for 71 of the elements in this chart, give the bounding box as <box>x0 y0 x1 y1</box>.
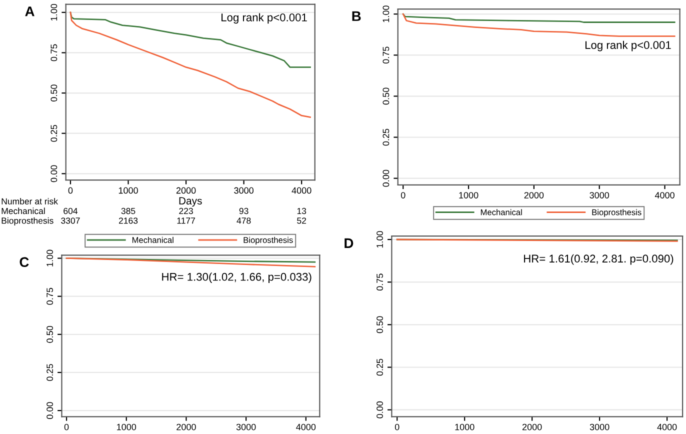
legend-label: Bioprosthesis <box>592 209 642 217</box>
text: 604 <box>64 208 78 214</box>
y-tick-label: 0.50 <box>382 88 390 105</box>
x-tick-label: 2000 <box>522 424 542 430</box>
y-tick-label: 0.25 <box>382 128 390 146</box>
chart-title: C <box>20 257 29 268</box>
x-tick-label: 2000 <box>524 192 544 198</box>
x-tick-label: 4000 <box>654 192 674 198</box>
text: 52 <box>297 218 306 224</box>
text: 3307 <box>61 218 80 224</box>
x-tick-label: 0 <box>394 424 400 430</box>
text: 223 <box>179 208 193 214</box>
y-tick-label: 0.00 <box>376 401 383 418</box>
text: 478 <box>236 218 251 224</box>
chart-title: D <box>344 238 354 248</box>
y-tick-label: 0.75 <box>46 288 54 305</box>
y-tick-label: 0.00 <box>46 402 54 419</box>
y-tick-label: 0.50 <box>50 84 58 102</box>
y-tick-label: 0.00 <box>382 170 390 187</box>
text: 2163 <box>118 218 138 224</box>
annotation: Log rank p<0.001 <box>585 40 671 52</box>
y-tick-label: 0.75 <box>382 46 390 64</box>
text: 1177 <box>177 218 196 224</box>
x-tick-label: 0 <box>64 424 69 430</box>
y-tick-label: 1.00 <box>46 250 54 266</box>
line-series <box>402 13 676 37</box>
x-tick-label: 3000 <box>590 192 610 198</box>
text: Mechanical <box>2 208 45 214</box>
x-tick-label: 0 <box>68 187 73 194</box>
y-tick-label: 0.25 <box>46 364 54 381</box>
x-tick-label: 1000 <box>459 192 478 198</box>
y-tick-label: 0.00 <box>50 165 58 182</box>
text: Bioprosthesis <box>2 217 54 226</box>
legend-label: Bioprosthesis <box>244 236 293 245</box>
x-tick-label: 4000 <box>657 424 677 430</box>
x-tick-label: 1000 <box>117 424 136 430</box>
x-tick-label: 3000 <box>234 187 254 194</box>
x-tick-label: 2000 <box>176 187 196 194</box>
annotation: HR= 1.61(0.92, 2.81. p=0.090) <box>524 254 674 265</box>
text: 13 <box>297 208 306 214</box>
x-tick-label: 0 <box>400 192 406 198</box>
y-tick-label: 0.25 <box>50 124 58 142</box>
annotation: HR= 1.30(1.02, 1.66, p=0.033) <box>162 272 312 283</box>
line-series <box>70 12 311 68</box>
x-tick-label: 3000 <box>236 424 256 430</box>
annotation: Log rank p<0.001 <box>222 13 307 24</box>
y-tick-label: 0.50 <box>376 316 383 334</box>
chart-title: B <box>352 11 361 21</box>
legend-label: Mechanical <box>480 209 522 216</box>
line-series <box>402 13 676 23</box>
y-tick-label: 0.75 <box>50 44 58 62</box>
x-tick-label: 1000 <box>455 424 474 430</box>
chart-title: A <box>25 6 34 16</box>
x-axis-title: Days <box>179 197 202 207</box>
text: 385 <box>121 208 136 214</box>
text: 93 <box>239 208 248 214</box>
line-series <box>70 12 311 118</box>
x-tick-label: 3000 <box>590 424 610 430</box>
text: Number at risk <box>2 198 58 204</box>
legend-label: Mechanical <box>132 236 174 243</box>
y-tick-label: 0.75 <box>376 274 383 291</box>
y-tick-label: 1.00 <box>50 4 58 20</box>
line-series <box>66 258 316 268</box>
x-tick-label: 4000 <box>296 424 316 430</box>
x-tick-label: 2000 <box>176 424 196 430</box>
x-tick-label: 4000 <box>292 187 312 194</box>
x-tick-label: 1000 <box>118 187 138 194</box>
y-tick-label: 0.25 <box>376 358 383 376</box>
y-tick-label: 0.50 <box>46 326 54 343</box>
y-tick-label: 1.00 <box>382 6 390 22</box>
y-tick-label: 1.00 <box>376 231 383 248</box>
